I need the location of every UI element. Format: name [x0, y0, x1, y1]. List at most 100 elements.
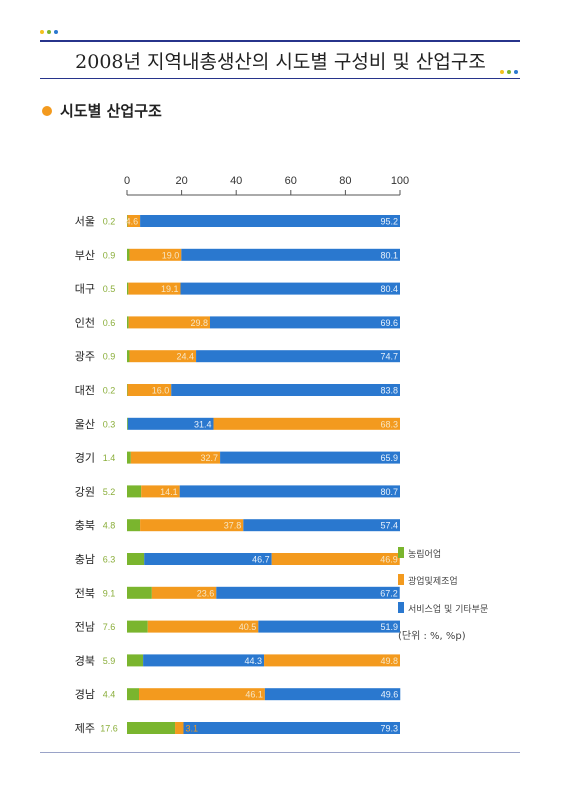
legend-unit-note: (단위 : %, %p) — [398, 631, 466, 642]
bar-segment-manufacturing — [139, 688, 265, 701]
data-label-agriculture: 9.1 — [103, 588, 116, 598]
data-label-services: 80.1 — [380, 250, 398, 260]
dot-icon — [507, 70, 511, 74]
bar-segment-agriculture — [127, 722, 176, 734]
category-label: 경북 — [75, 654, 95, 667]
title-rule-top — [40, 40, 520, 42]
category-label: 광주 — [75, 350, 95, 363]
bar-segment-manufacturing — [264, 654, 400, 667]
bar-segment-services — [209, 316, 400, 329]
section-bullet-icon — [42, 106, 52, 116]
bar-segment-services — [181, 248, 400, 261]
bar-segment-services — [171, 384, 400, 396]
data-label-manufacturing: 23.6 — [197, 588, 215, 598]
category-label: 부산 — [75, 249, 95, 262]
dot-icon — [500, 70, 504, 74]
bar-segment-manufacturing — [175, 722, 184, 734]
page-title: 2008년 지역내총생산의 시도별 구성비 및 산업구조 — [75, 51, 486, 73]
data-label-services: 74.7 — [380, 352, 398, 362]
bar-segment-services — [143, 654, 265, 667]
dot-icon — [514, 70, 518, 74]
category-label: 전남 — [75, 621, 95, 634]
bar-segment-manufacturing — [141, 485, 180, 498]
x-tick-label: 80 — [339, 175, 351, 187]
category-label: 경기 — [75, 452, 95, 465]
title-rule-bottom — [40, 78, 520, 79]
section-title: 시도별 산업구조 — [60, 102, 162, 120]
bar-segment-services — [144, 553, 272, 565]
data-label-agriculture: 0.6 — [103, 318, 116, 328]
bar-segment-services — [127, 417, 214, 430]
bar-segment-agriculture — [127, 350, 130, 363]
bar-segment-services — [258, 620, 400, 633]
data-label-services: 79.3 — [380, 724, 398, 734]
footer-rule — [40, 752, 520, 753]
data-label-agriculture: 5.2 — [103, 487, 116, 497]
data-label-services: 44.3 — [245, 656, 263, 666]
data-label-agriculture: 0.2 — [103, 217, 116, 227]
decorative-dots-top-right — [500, 70, 518, 74]
bar-segment-services — [140, 215, 400, 227]
legend-swatch-services — [398, 602, 404, 613]
bar-segment-agriculture — [127, 282, 129, 295]
bar-segment-agriculture — [127, 417, 128, 430]
bar-segment-agriculture — [127, 553, 145, 565]
bar-segment-services — [220, 451, 400, 464]
legend-label-agriculture: 농림어업 — [408, 550, 442, 560]
data-label-services: 67.2 — [380, 588, 398, 598]
data-label-services: 51.9 — [380, 622, 398, 632]
data-label-services: 57.4 — [380, 521, 398, 531]
data-label-services: 80.7 — [380, 487, 398, 497]
data-label-services: 31.4 — [194, 419, 212, 429]
data-label-manufacturing: 40.5 — [239, 622, 257, 632]
data-label-services: 80.4 — [380, 284, 398, 294]
category-label: 경남 — [75, 688, 95, 701]
data-label-agriculture: 4.4 — [103, 690, 116, 700]
bar-segment-manufacturing — [213, 417, 400, 430]
data-label-agriculture: 0.5 — [103, 284, 116, 294]
x-tick-label: 100 — [391, 175, 409, 187]
x-tick-label: 0 — [124, 175, 130, 187]
x-tick-label: 60 — [285, 175, 297, 187]
data-label-manufacturing: 68.3 — [380, 419, 398, 429]
data-label-services: 83.8 — [380, 386, 398, 396]
data-label-agriculture: 0.2 — [103, 386, 116, 396]
bar-segment-manufacturing — [128, 282, 181, 295]
data-label-manufacturing: 14.1 — [160, 487, 178, 497]
data-label-manufacturing: 16.0 — [152, 386, 170, 396]
category-label: 충남 — [75, 553, 95, 566]
data-label-manufacturing: 37.8 — [224, 521, 242, 531]
bar-segment-manufacturing — [127, 384, 172, 396]
bar-segment-agriculture — [127, 451, 131, 464]
data-label-manufacturing: 19.1 — [161, 284, 179, 294]
legend-label-services: 서비스업 및 기타부문 — [408, 605, 489, 615]
data-label-agriculture: 6.3 — [103, 555, 116, 565]
data-label-agriculture: 0.9 — [103, 352, 116, 362]
bar-segment-agriculture — [127, 620, 148, 633]
bar-segment-agriculture — [127, 654, 144, 667]
bar-segment-services — [243, 519, 400, 532]
dot-icon — [40, 30, 44, 34]
bar-segment-manufacturing — [151, 586, 217, 599]
bar-segment-agriculture — [127, 586, 152, 599]
bar-segment-services — [180, 282, 400, 295]
dot-icon — [47, 30, 51, 34]
bar-segment-agriculture — [127, 248, 130, 261]
category-label: 인천 — [75, 315, 95, 329]
data-label-manufacturing: 19.0 — [162, 250, 180, 260]
decorative-dots-top-left — [40, 30, 58, 34]
category-label: 울산 — [75, 418, 95, 431]
data-label-services: 46.7 — [252, 555, 270, 565]
data-label-agriculture: 17.6 — [100, 724, 118, 734]
bar-segment-agriculture — [127, 215, 128, 227]
data-label-manufacturing: 46.9 — [380, 555, 398, 565]
category-label: 전북 — [75, 587, 95, 600]
bar-segment-manufacturing — [147, 620, 259, 633]
category-label: 강원 — [75, 485, 95, 498]
x-tick-label: 40 — [230, 175, 242, 187]
bar-segment-services — [196, 350, 400, 363]
bar-segment-manufacturing — [271, 553, 400, 565]
data-label-services: 95.2 — [380, 217, 398, 227]
data-label-agriculture: 5.9 — [103, 656, 116, 666]
